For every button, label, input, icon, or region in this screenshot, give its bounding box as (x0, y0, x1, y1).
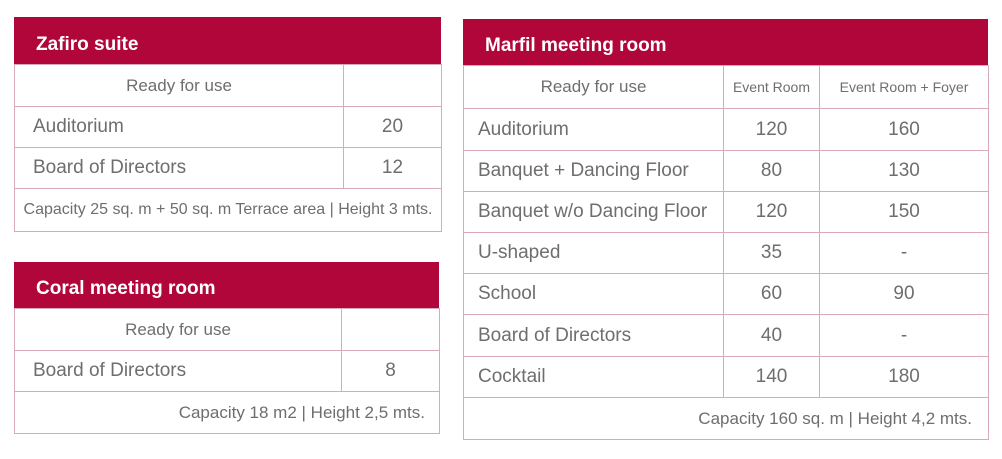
row-value: 8 (341, 350, 440, 392)
marfil-footer-note: Capacity 160 sq. m | Height 4,2 mts. (463, 397, 989, 440)
event-room-value: 140 (723, 356, 820, 398)
event-room-value: 120 (723, 191, 820, 233)
event-room-foyer-value: 150 (819, 191, 989, 233)
row-label: Banquet w/o Dancing Floor (463, 191, 724, 233)
table-row: Auditorium 20 (14, 106, 442, 148)
table-footer-row: Capacity 25 sq. m + 50 sq. m Terrace are… (14, 188, 442, 232)
table-row: U-shaped 35 - (463, 232, 989, 274)
empty-header-cell (343, 64, 442, 107)
table-row: Cocktail 140 180 (463, 356, 989, 398)
event-room-value: 35 (723, 232, 820, 274)
table-header-row: Ready for use Event Room Event Room + Fo… (463, 65, 989, 109)
event-room-foyer-value: 90 (819, 273, 989, 315)
table-row: Banquet + Dancing Floor 80 130 (463, 150, 989, 192)
zafiro-suite-title: Zafiro suite (14, 17, 441, 64)
row-label: Board of Directors (14, 147, 344, 189)
event-room-foyer-value: - (819, 314, 989, 357)
event-room-foyer-header: Event Room + Foyer (819, 65, 989, 109)
event-room-header: Event Room (723, 65, 820, 109)
event-room-foyer-value: 160 (819, 108, 989, 151)
zafiro-footer-note: Capacity 25 sq. m + 50 sq. m Terrace are… (14, 188, 442, 232)
coral-footer-note: Capacity 18 m2 | Height 2,5 mts. (14, 391, 440, 434)
event-room-foyer-value: 130 (819, 150, 989, 192)
row-label: Board of Directors (14, 350, 342, 392)
marfil-meeting-room-title: Marfil meeting room (463, 19, 988, 65)
row-value: 20 (343, 106, 442, 148)
table-header-row: Ready for use (14, 308, 440, 351)
row-label: Auditorium (14, 106, 344, 148)
row-label: Auditorium (463, 108, 724, 151)
event-room-value: 40 (723, 314, 820, 357)
marfil-capacity-table: Ready for use Event Room Event Room + Fo… (463, 65, 989, 440)
table-footer-row: Capacity 18 m2 | Height 2,5 mts. (14, 391, 440, 434)
ready-for-use-header: Ready for use (14, 64, 344, 107)
row-label: School (463, 273, 724, 315)
event-room-foyer-value: - (819, 232, 989, 274)
table-row: Banquet w/o Dancing Floor 120 150 (463, 191, 989, 233)
zafiro-capacity-table: Ready for use Auditorium 20 Board of Dir… (14, 64, 442, 232)
row-value: 12 (343, 147, 442, 189)
zafiro-suite-card: Zafiro suite Ready for use Auditorium 20… (14, 17, 442, 232)
event-room-foyer-value: 180 (819, 356, 989, 398)
event-room-value: 120 (723, 108, 820, 151)
empty-header-cell (341, 308, 440, 351)
row-label: Banquet + Dancing Floor (463, 150, 724, 192)
ready-for-use-header: Ready for use (14, 308, 342, 351)
coral-meeting-room-card: Coral meeting room Ready for use Board o… (14, 262, 440, 434)
event-room-value: 80 (723, 150, 820, 192)
event-room-value: 60 (723, 273, 820, 315)
row-label: Cocktail (463, 356, 724, 398)
marfil-meeting-room-card: Marfil meeting room Ready for use Event … (463, 19, 989, 440)
row-label: U-shaped (463, 232, 724, 274)
ready-for-use-header: Ready for use (463, 65, 724, 109)
table-row: Board of Directors 12 (14, 147, 442, 189)
table-row: School 60 90 (463, 273, 989, 315)
table-row: Board of Directors 8 (14, 350, 440, 392)
row-label: Board of Directors (463, 314, 724, 357)
coral-capacity-table: Ready for use Board of Directors 8 Capac… (14, 308, 440, 434)
table-footer-row: Capacity 160 sq. m | Height 4,2 mts. (463, 397, 989, 440)
table-row: Auditorium 120 160 (463, 108, 989, 151)
table-row: Board of Directors 40 - (463, 314, 989, 357)
table-header-row: Ready for use (14, 64, 442, 107)
coral-meeting-room-title: Coral meeting room (14, 262, 439, 308)
